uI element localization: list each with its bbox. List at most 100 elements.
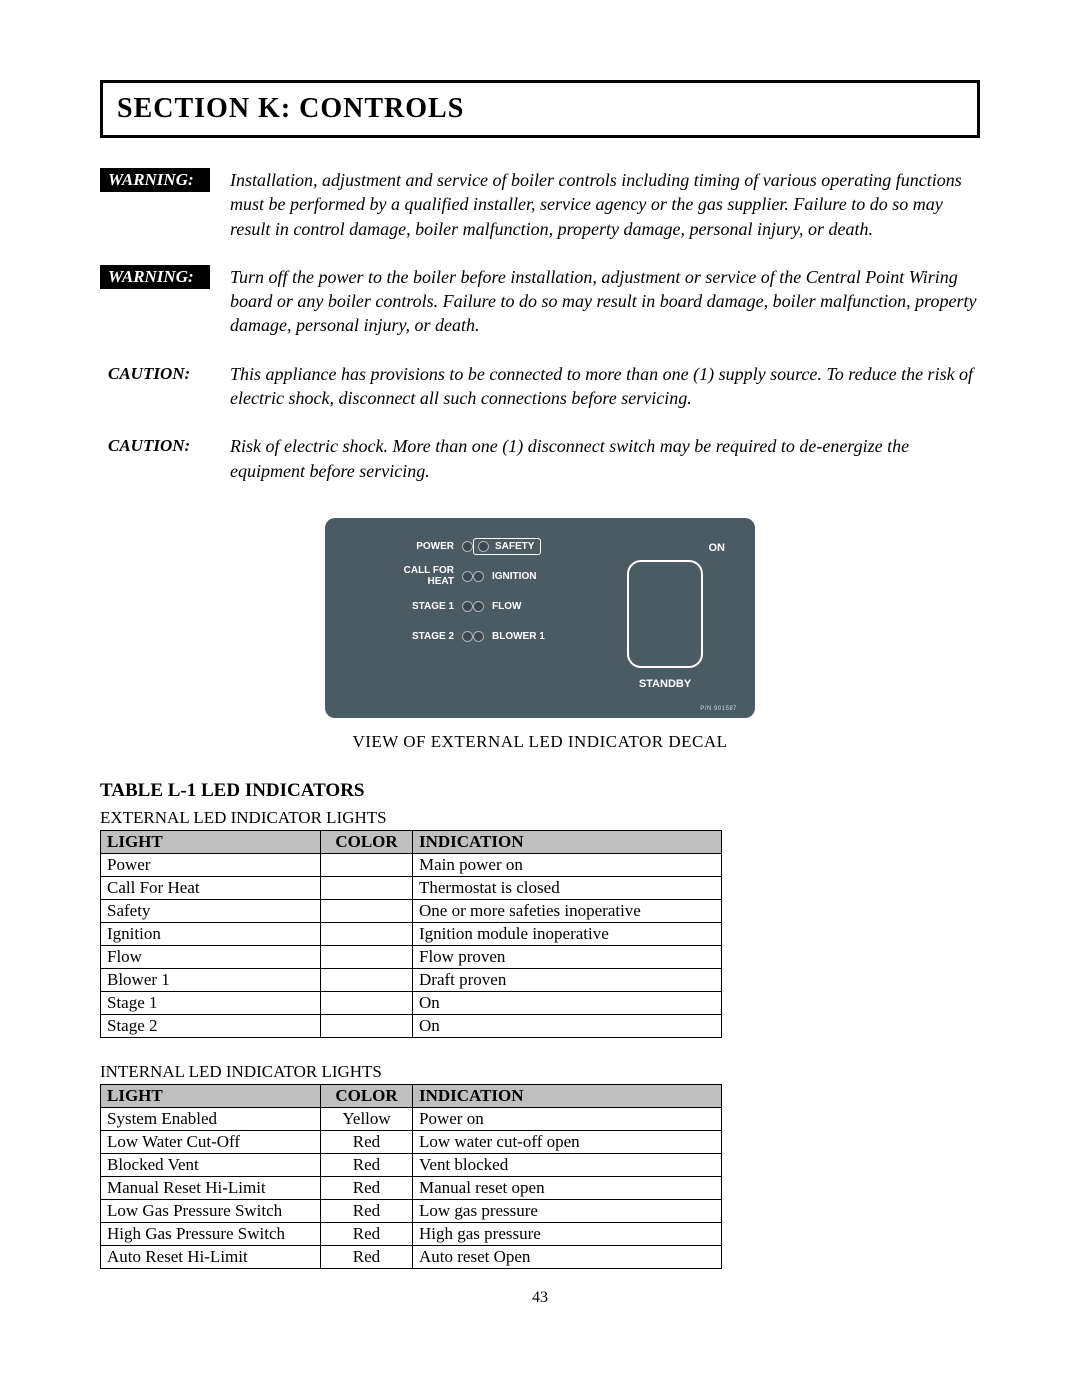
decal-led-label: FLOW bbox=[492, 601, 521, 612]
decal-led-row: SAFETY bbox=[473, 538, 593, 556]
decal-left-col: POWERCALL FORHEATSTAGE 1STAGE 2 bbox=[343, 538, 473, 710]
cell-light: Ignition bbox=[101, 922, 321, 945]
table-row: PowerMain power on bbox=[101, 853, 722, 876]
cell-light: Flow bbox=[101, 945, 321, 968]
table-row: System EnabledYellowPower on bbox=[101, 1107, 722, 1130]
cell-color bbox=[321, 922, 413, 945]
cell-light: High Gas Pressure Switch bbox=[101, 1222, 321, 1245]
cell-light: Call For Heat bbox=[101, 876, 321, 899]
decal-led-row: IGNITION bbox=[473, 568, 593, 586]
led-dot-icon bbox=[462, 601, 473, 612]
warning-label: WARNING: bbox=[100, 265, 210, 289]
cell-light: Low Water Cut-Off bbox=[101, 1130, 321, 1153]
decal-led-label: IGNITION bbox=[492, 571, 536, 582]
cell-color: Red bbox=[321, 1245, 413, 1268]
cell-indication: Low gas pressure bbox=[413, 1199, 722, 1222]
decal-part-number: P/N 901587 bbox=[700, 706, 737, 712]
cell-light: Stage 1 bbox=[101, 991, 321, 1014]
cell-indication: On bbox=[413, 991, 722, 1014]
cell-light: Auto Reset Hi-Limit bbox=[101, 1245, 321, 1268]
table-row: Blower 1 Draft proven bbox=[101, 968, 722, 991]
warning-label: WARNING: bbox=[100, 168, 210, 192]
page: SECTION K: CONTROLS WARNING:Installation… bbox=[0, 0, 1080, 1347]
led-dot-icon bbox=[462, 541, 473, 552]
decal-switch-col: ON STANDBY bbox=[593, 538, 737, 710]
cell-indication: Manual reset open bbox=[413, 1176, 722, 1199]
th-light: LIGHT bbox=[101, 830, 321, 853]
th-color: COLOR bbox=[321, 830, 413, 853]
cell-color: Red bbox=[321, 1176, 413, 1199]
table-row: FlowFlow proven bbox=[101, 945, 722, 968]
decal-led-row: CALL FORHEAT bbox=[343, 568, 473, 586]
th-light: LIGHT bbox=[101, 1084, 321, 1107]
notice-row: CAUTION: Risk of electric shock. More tha… bbox=[100, 434, 980, 483]
table-row: Manual Reset Hi-LimitRedManual reset ope… bbox=[101, 1176, 722, 1199]
cell-color: Red bbox=[321, 1130, 413, 1153]
notice-text: Turn off the power to the boiler before … bbox=[230, 265, 980, 338]
table-row: Ignition Ignition module inoperative bbox=[101, 922, 722, 945]
cell-indication: Vent blocked bbox=[413, 1153, 722, 1176]
led-dot-icon bbox=[473, 601, 484, 612]
switch-on-label: ON bbox=[709, 542, 726, 554]
cell-light: Low Gas Pressure Switch bbox=[101, 1199, 321, 1222]
cell-indication: Low water cut-off open bbox=[413, 1130, 722, 1153]
cell-indication: High gas pressure bbox=[413, 1222, 722, 1245]
table-row: Low Gas Pressure SwitchRedLow gas pressu… bbox=[101, 1199, 722, 1222]
section-title-box: SECTION K: CONTROLS bbox=[100, 80, 980, 138]
internal-led-table: LIGHT COLOR INDICATION System EnabledYel… bbox=[100, 1084, 722, 1269]
table-row: SafetyOne or more safeties inoperative bbox=[101, 899, 722, 922]
caution-label: CAUTION: bbox=[100, 434, 210, 458]
external-led-table: LIGHT COLOR INDICATION PowerMain power o… bbox=[100, 830, 722, 1038]
th-indication: INDICATION bbox=[413, 830, 722, 853]
internal-table-label: INTERNAL LED INDICATOR LIGHTS bbox=[100, 1062, 980, 1082]
cell-indication: On bbox=[413, 1014, 722, 1037]
decal-led-row: STAGE 1 bbox=[343, 598, 473, 616]
decal-right-col: SAFETY IGNITION FLOW BLOWER 1 bbox=[473, 538, 593, 710]
external-table-label: EXTERNAL LED INDICATOR LIGHTS bbox=[100, 808, 980, 828]
table-title: TABLE L-1 LED INDICATORS bbox=[100, 780, 980, 802]
notice-text: Risk of electric shock. More than one (1… bbox=[230, 434, 980, 483]
cell-color bbox=[321, 991, 413, 1014]
rocker-switch bbox=[627, 560, 703, 668]
decal-led-label: SAFETY bbox=[495, 541, 534, 552]
safety-highlight-box: SAFETY bbox=[473, 538, 541, 555]
notice-text: This appliance has provisions to be conn… bbox=[230, 362, 980, 411]
decal-led-row: STAGE 2 bbox=[343, 628, 473, 646]
table-header-row: LIGHT COLOR INDICATION bbox=[101, 830, 722, 853]
decal-led-label: BLOWER 1 bbox=[492, 631, 545, 642]
cell-indication: Power on bbox=[413, 1107, 722, 1130]
cell-light: Blower 1 bbox=[101, 968, 321, 991]
cell-indication: Draft proven bbox=[413, 968, 722, 991]
cell-light: System Enabled bbox=[101, 1107, 321, 1130]
cell-light: Safety bbox=[101, 899, 321, 922]
section-title: SECTION K: CONTROLS bbox=[117, 93, 963, 125]
cell-indication: Main power on bbox=[413, 853, 722, 876]
table-row: Low Water Cut-OffRedLow water cut-off op… bbox=[101, 1130, 722, 1153]
table-row: Blocked VentRedVent blocked bbox=[101, 1153, 722, 1176]
cell-color bbox=[321, 876, 413, 899]
table-row: Stage 1 On bbox=[101, 991, 722, 1014]
table-row: Auto Reset Hi-LimitRedAuto reset Open bbox=[101, 1245, 722, 1268]
cell-color: Yellow bbox=[321, 1107, 413, 1130]
led-dot-icon bbox=[462, 631, 473, 642]
caution-label: CAUTION: bbox=[100, 362, 210, 386]
switch-standby-label: STANDBY bbox=[639, 678, 691, 690]
cell-indication: Thermostat is closed bbox=[413, 876, 722, 899]
cell-color: Red bbox=[321, 1222, 413, 1245]
decal-figure: POWERCALL FORHEATSTAGE 1STAGE 2 SAFETYIG… bbox=[100, 518, 980, 752]
cell-color bbox=[321, 853, 413, 876]
cell-indication: Ignition module inoperative bbox=[413, 922, 722, 945]
cell-color bbox=[321, 899, 413, 922]
decal-led-row: FLOW bbox=[473, 598, 593, 616]
th-indication: INDICATION bbox=[413, 1084, 722, 1107]
cell-color: Red bbox=[321, 1153, 413, 1176]
cell-light: Blocked Vent bbox=[101, 1153, 321, 1176]
cell-color bbox=[321, 1014, 413, 1037]
led-dot-icon bbox=[473, 631, 484, 642]
notice-row: WARNING:Installation, adjustment and ser… bbox=[100, 168, 980, 241]
table-header-row: LIGHT COLOR INDICATION bbox=[101, 1084, 722, 1107]
cell-color bbox=[321, 968, 413, 991]
decal-led-label: STAGE 2 bbox=[412, 631, 454, 642]
page-number: 43 bbox=[100, 1289, 980, 1307]
decal-caption: VIEW OF EXTERNAL LED INDICATOR DECAL bbox=[352, 732, 727, 752]
